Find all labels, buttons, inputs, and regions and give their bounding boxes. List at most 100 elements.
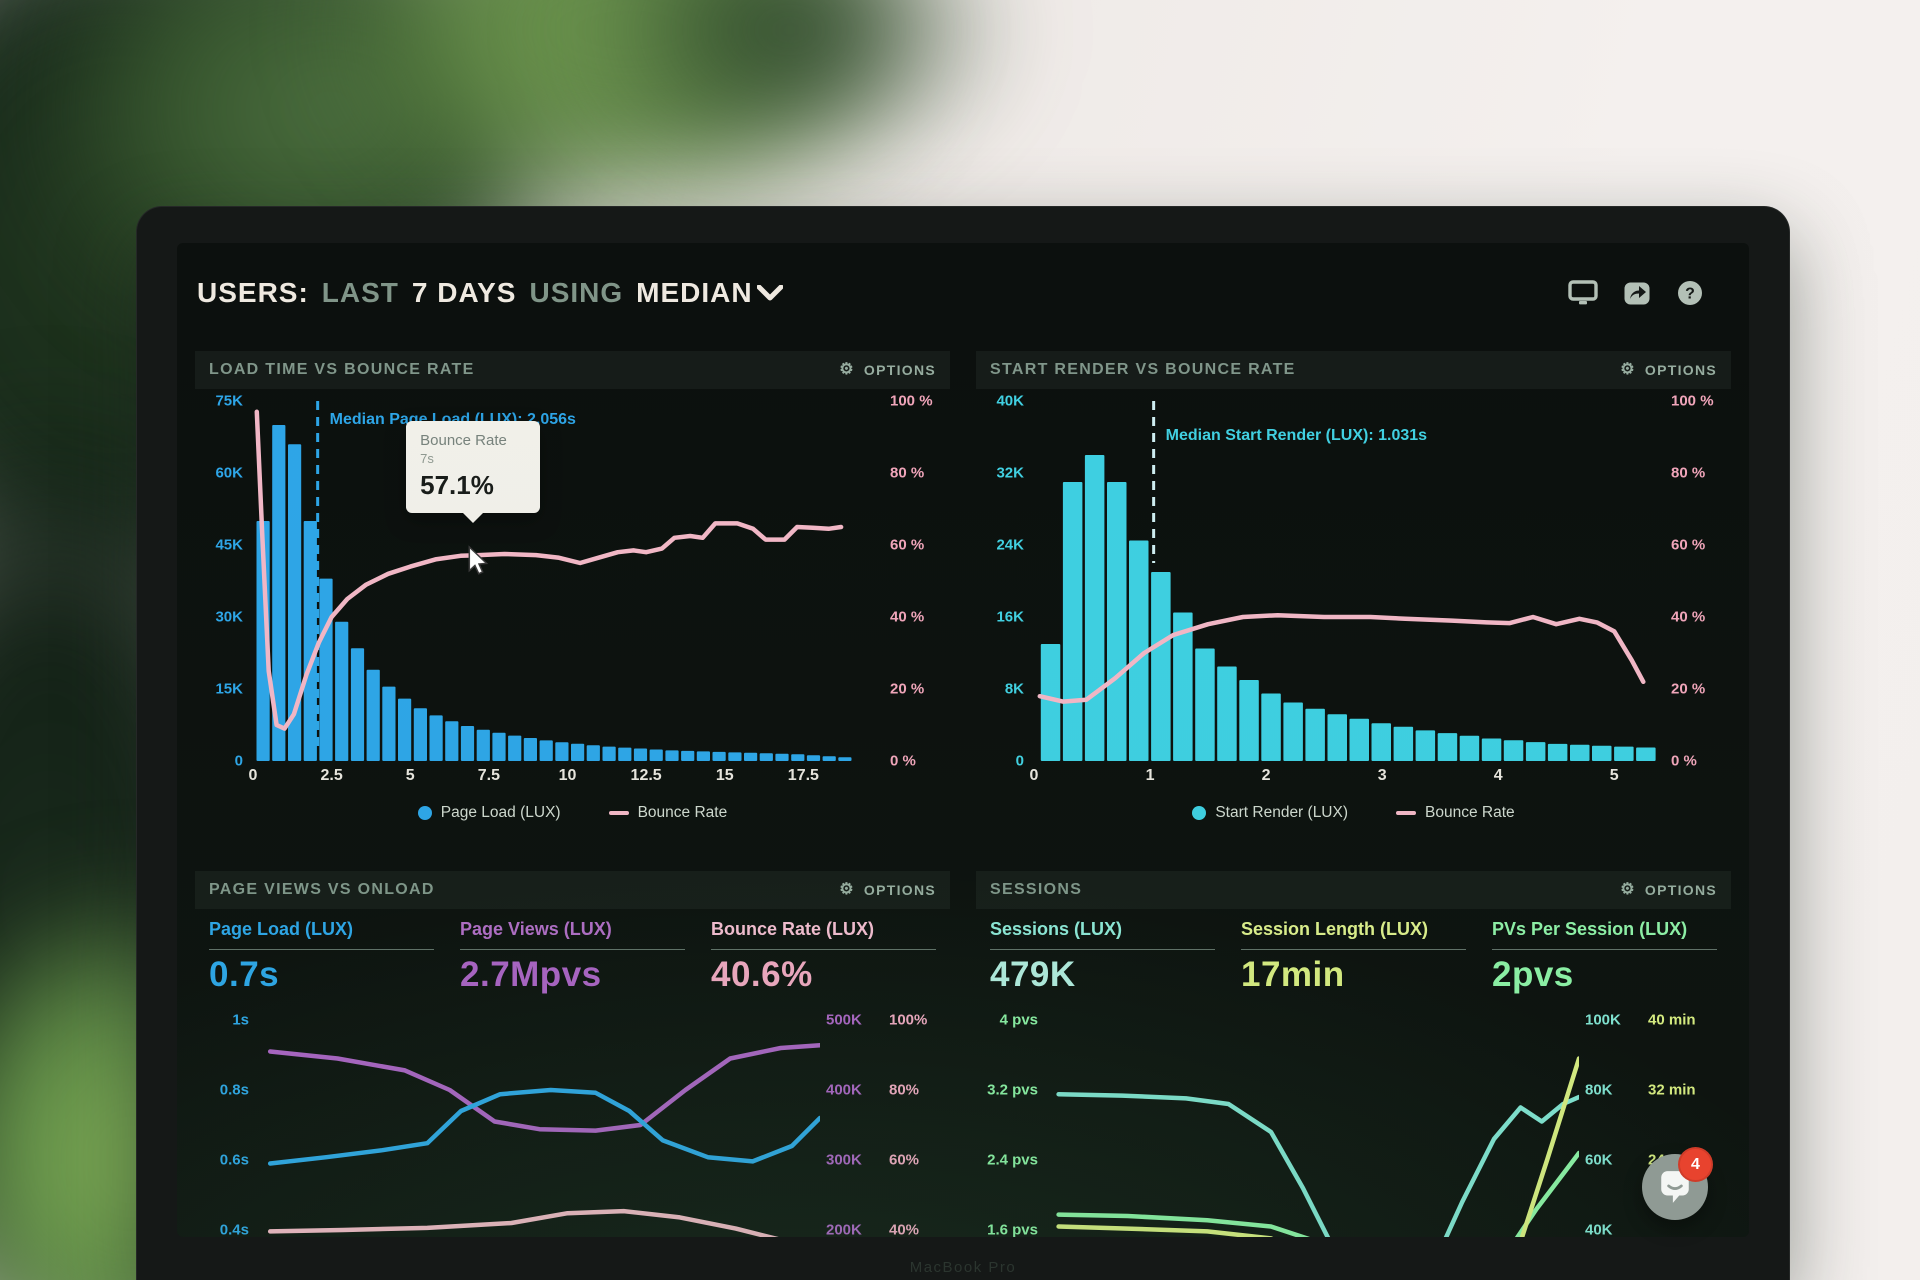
panel-title: START RENDER VS BOUNCE RATE: [990, 361, 1296, 378]
bar: [775, 753, 789, 761]
chart-plot-area[interactable]: [259, 1002, 820, 1237]
panel-header: START RENDER VS BOUNCE RATE ⚙ OPTIONS: [976, 351, 1731, 389]
x-axis-tick: 17.5: [787, 767, 819, 784]
bar: [649, 749, 663, 761]
bar: [1415, 730, 1436, 761]
axis-tick-label: 60K: [215, 464, 243, 482]
bar: [1592, 745, 1612, 761]
bar: [1129, 540, 1149, 761]
bar: [1107, 482, 1127, 761]
display-icon[interactable]: [1568, 280, 1598, 306]
bar-line-chart: 40K 32K 24K 16K 8K 0 Median Start Render (LUX…: [976, 389, 1731, 831]
metric-label: Page Views (LUX): [460, 919, 612, 939]
bar: [728, 752, 742, 761]
metric: Sessions (LUX) 479K: [990, 919, 1215, 994]
bar-line-chart: 75K 60K 45K 30K 15K 0 Median Page Load (LUX):…: [195, 389, 950, 831]
axis-tick-label: 0: [1015, 752, 1024, 770]
tooltip-value: 57.1%: [420, 470, 494, 501]
bounce-rate-line: [1037, 612, 1646, 704]
title-word: LAST: [321, 277, 399, 308]
bar: [1173, 612, 1193, 761]
share-icon[interactable]: [1624, 280, 1651, 306]
legend-dash: [608, 811, 629, 815]
bar: [335, 621, 349, 761]
bar: [350, 648, 365, 761]
help-icon[interactable]: ?: [1677, 280, 1703, 306]
options-button[interactable]: ⚙ OPTIONS: [839, 881, 936, 899]
chart-legend: Page Load (LUX) Bounce Rate: [195, 795, 950, 831]
axis-tick-label: 100%: [889, 1011, 928, 1029]
axis-tick-label: 100 %: [890, 392, 933, 410]
bar: [476, 729, 490, 761]
gear-icon: ⚙: [1620, 881, 1636, 898]
options-button[interactable]: ⚙ OPTIONS: [1620, 361, 1717, 379]
axis-tick-label: 40 min: [1648, 1011, 1696, 1029]
multi-line-chart: 4 pvs 3.2 pvs 2.4 pvs 1.6 pvs 100K 40 min 80K…: [976, 994, 1731, 1237]
y-axis-left: 40K 32K 24K 16K 8K 0: [976, 393, 1034, 770]
bar: [744, 752, 758, 761]
series-line: [267, 1208, 780, 1237]
chart-plot-area[interactable]: [1048, 1002, 1579, 1237]
axis-tick-label: 20 %: [890, 680, 925, 698]
metric: Session Length (LUX) 17min: [1241, 919, 1466, 994]
axis-tick-label: 30K: [215, 608, 243, 626]
metric-rule: [990, 949, 1215, 950]
chart-plot-area[interactable]: Median Page Load (LUX): 2.056s Bounce Ra…: [253, 401, 882, 761]
metric-value: 17min: [1241, 955, 1345, 994]
axis-tick-label: 8K: [1004, 680, 1024, 698]
options-button[interactable]: ⚙ OPTIONS: [839, 361, 936, 379]
axis-tick-label: 40K: [1585, 1221, 1613, 1237]
gear-icon: ⚙: [839, 361, 855, 378]
axis-tick-label: 16K: [996, 608, 1024, 626]
bar: [1371, 723, 1391, 761]
metric-value: 2pvs: [1492, 955, 1574, 994]
bar: [1393, 726, 1414, 761]
metric: PVs Per Session (LUX) 2pvs: [1492, 919, 1717, 994]
bar: [1217, 666, 1237, 761]
axis-tick-label: 0: [234, 752, 243, 770]
tooltip-title: Bounce Rate: [420, 432, 507, 450]
x-axis: 0 2.5 5 7.5 10 12.5 15 17.5: [249, 767, 882, 795]
x-axis-tick: 1: [1145, 767, 1155, 784]
metric: Page Views (LUX) 2.7Mpvs: [460, 919, 685, 994]
axis-tick-row: 40K: [1585, 1221, 1635, 1237]
metric-rule: [711, 949, 936, 950]
series-line: [1056, 1150, 1579, 1237]
y-axis-left: 1s 0.8s 0.6s 0.4s: [195, 1002, 259, 1237]
bar: [1283, 702, 1303, 761]
axis-tick-label: 32 min: [1648, 1081, 1696, 1099]
axis-tick-label: 100 %: [1671, 392, 1714, 410]
metric-label: Bounce Rate (LUX): [711, 919, 875, 939]
y-axis-left: 75K 60K 45K 30K 15K 0: [195, 393, 253, 770]
bar: [429, 715, 443, 761]
metric-label: PVs Per Session (LUX): [1492, 919, 1688, 939]
axis-tick-label: 75K: [215, 392, 243, 410]
axis-tick-label: 40 %: [890, 608, 925, 626]
chart-tooltip: Bounce Rate 7s 57.1%: [406, 421, 541, 514]
chat-launcher[interactable]: 4: [1642, 1147, 1713, 1220]
axis-tick-label: 80 %: [890, 464, 925, 482]
title-word: USING: [529, 277, 624, 308]
laptop: USERS: LAST 7 DAYS USING MEDIAN ?: [136, 206, 1790, 1280]
page-title: USERS: LAST 7 DAYS USING MEDIAN: [197, 277, 753, 309]
legend-dot: [1192, 806, 1207, 820]
x-axis-tick: 4: [1493, 767, 1503, 784]
tooltip-subtitle: 7s: [420, 451, 434, 467]
axis-tick-label: 60 %: [1671, 536, 1706, 554]
bar: [523, 738, 537, 761]
options-button[interactable]: ⚙ OPTIONS: [1620, 881, 1717, 899]
chart-plot-area[interactable]: Median Start Render (LUX): 1.031s: [1034, 401, 1663, 761]
series-line: [1056, 1091, 1579, 1237]
axis-tick-label: 300K: [826, 1151, 862, 1169]
bar: [806, 755, 821, 761]
axis-tick-label: 500K: [826, 1011, 862, 1029]
axis-tick-label: 60K: [1585, 1151, 1613, 1169]
bar: [602, 746, 616, 761]
bar: [1195, 648, 1215, 761]
axis-tick-label: 4 pvs: [999, 1011, 1038, 1029]
svg-text:?: ?: [1685, 286, 1695, 303]
bar: [665, 750, 679, 761]
bar: [288, 444, 302, 761]
legend-item: Bounce Rate: [1396, 804, 1515, 822]
chevron-down-icon[interactable]: [756, 285, 783, 301]
